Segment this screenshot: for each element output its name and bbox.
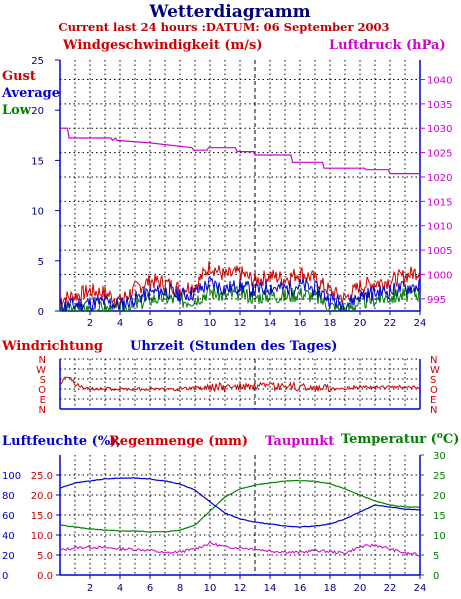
wind-x-tick-label: 10: [204, 318, 217, 329]
humidity-x-tick-label: 2: [87, 583, 93, 594]
direction-right-label: S: [430, 375, 436, 386]
rain-y-tick-label: 20.0: [31, 491, 53, 502]
humidity-x-tick-label: 6: [147, 583, 153, 594]
temperature-title-text: Temperatur (: [341, 432, 437, 447]
wind-direction-line: [59, 376, 421, 393]
humidity-line: [59, 477, 421, 528]
humidity-y-tick-label: 60: [2, 511, 15, 522]
direction-left-label: N: [39, 405, 46, 416]
dewpoint-line: [59, 540, 421, 557]
wind-y-tick-label: 5: [38, 257, 44, 268]
pressure-y-tick-label: 1010: [427, 222, 452, 233]
wind-x-tick-label: 16: [294, 318, 307, 329]
temperature-unit: C): [443, 432, 460, 447]
pressure-y-tick-label: 995: [427, 295, 446, 306]
humidity-y-tick-label: 0: [2, 571, 8, 582]
wind-x-tick-label: 20: [354, 318, 367, 329]
direction-right-label: N: [430, 355, 437, 366]
wind-speed-title: Windgeschwindigkeit (m/s): [62, 38, 262, 53]
wind-x-tick-label: 6: [147, 318, 153, 329]
wind-y-tick-label: 10: [31, 207, 44, 218]
humidity-x-tick-label: 18: [324, 583, 337, 594]
pressure-y-tick-label: 1025: [427, 149, 452, 160]
wind-y-tick-label: 20: [31, 106, 44, 117]
humidity-y-tick-label: 20: [2, 551, 15, 562]
humidity-x-tick-label: 22: [384, 583, 397, 594]
wind-x-tick-label: 24: [414, 318, 427, 329]
wind-x-tick-label: 8: [177, 318, 183, 329]
pressure-y-tick-label: 1035: [427, 100, 452, 111]
temperature-y-tick-label: 10: [433, 531, 446, 542]
pressure-y-tick-label: 1020: [427, 173, 452, 184]
page-subtitle: Current last 24 hours :DATUM: 06 Septemb…: [58, 20, 389, 34]
direction-right-label: W: [430, 365, 440, 376]
rain-y-tick-label: 25.0: [31, 471, 53, 482]
rain-y-tick-label: 5.0: [37, 551, 53, 562]
wind-x-tick-label: 22: [384, 318, 397, 329]
time-axis-title: Uhrzeit (Stunden des Tages): [130, 339, 337, 354]
direction-left-label: O: [38, 385, 46, 396]
humidity-y-tick-label: 40: [2, 531, 15, 542]
wind-y-tick-label: 25: [31, 56, 44, 67]
pressure-line: [60, 127, 420, 175]
temperature-y-tick-label: 0: [433, 571, 439, 582]
humidity-x-tick-label: 24: [414, 583, 427, 594]
direction-right-label: O: [430, 385, 438, 396]
dewpoint-title: Taupunkt: [265, 434, 334, 449]
direction-right-label: N: [430, 405, 437, 416]
pressure-y-tick-label: 1040: [427, 75, 452, 86]
humidity-x-tick-label: 20: [354, 583, 367, 594]
wind-y-tick-label: 0: [38, 307, 44, 318]
temperature-y-tick-label: 20: [433, 491, 446, 502]
humidity-y-tick-label: 80: [2, 491, 15, 502]
temperature-y-tick-label: 25: [433, 471, 446, 482]
wind-series-gust: [59, 260, 421, 308]
wind-direction-title: Windrichtung: [1, 339, 103, 354]
wind-x-tick-label: 14: [264, 318, 277, 329]
pressure-title: Luftdruck (hPa): [329, 38, 446, 53]
pressure-y-tick-label: 1000: [427, 270, 452, 281]
direction-left-label: W: [36, 365, 46, 376]
wind-x-tick-label: 2: [87, 318, 93, 329]
humidity-x-tick-label: 8: [177, 583, 183, 594]
degree-symbol: o: [437, 431, 443, 441]
rain-title: Regenmenge (mm): [109, 434, 248, 449]
humidity-x-tick-label: 14: [264, 583, 277, 594]
temperature-y-tick-label: 30: [433, 451, 446, 462]
legend-average: Average: [1, 86, 60, 101]
direction-left-label: N: [39, 355, 46, 366]
humidity-title: Luftfeuchte (%),: [2, 434, 121, 449]
wind-series-average: [59, 276, 421, 313]
rain-y-tick-label: 10.0: [31, 531, 53, 542]
humidity-x-tick-label: 4: [117, 583, 123, 594]
wind-y-tick-label: 15: [31, 156, 44, 167]
direction-left-label: S: [40, 375, 46, 386]
humidity-y-tick-label: 100: [2, 471, 21, 482]
temperature-y-tick-label: 5: [433, 551, 439, 562]
humidity-x-tick-label: 16: [294, 583, 307, 594]
humidity-x-tick-label: 12: [234, 583, 247, 594]
rain-y-tick-label: 0.0: [37, 571, 53, 582]
legend-gust: Gust: [2, 69, 36, 84]
temperature-y-tick-label: 15: [433, 511, 446, 522]
wind-x-tick-label: 4: [117, 318, 123, 329]
direction-right-label: E: [430, 395, 436, 406]
wind-x-tick-label: 12: [234, 318, 247, 329]
wind-x-tick-label: 18: [324, 318, 337, 329]
humidity-x-tick-label: 10: [204, 583, 217, 594]
rain-y-tick-label: 15.0: [31, 511, 53, 522]
direction-left-label: E: [40, 395, 46, 406]
pressure-y-tick-label: 1015: [427, 197, 452, 208]
page-title: Wetterdiagramm: [148, 2, 310, 22]
legend-low: Low: [2, 103, 32, 118]
pressure-y-tick-label: 1005: [427, 246, 452, 257]
temperature-line: [59, 479, 421, 533]
temperature-title: Temperatur (oC): [341, 431, 459, 447]
pressure-y-tick-label: 1030: [427, 124, 452, 135]
